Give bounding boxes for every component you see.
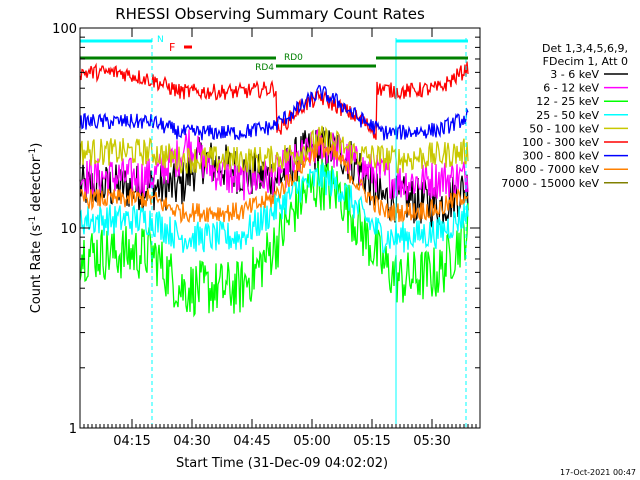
x-tick-label: 05:15 bbox=[353, 434, 390, 449]
series-line-4 bbox=[79, 125, 469, 174]
y-tick-label: 100 bbox=[52, 22, 77, 37]
y-axis-label-part: detector bbox=[29, 156, 44, 216]
footer-timestamp: 17-Oct-2021 00:47 bbox=[560, 468, 636, 477]
legend-entry-label: 800 - 7000 keV bbox=[515, 163, 599, 176]
series-layer bbox=[79, 61, 469, 318]
series-line-1 bbox=[79, 128, 469, 201]
x-tick-label: 05:00 bbox=[293, 434, 330, 449]
y-axis-label-part: ) bbox=[29, 143, 44, 148]
y-axis-label: Count Rate (s-1 detector-1) bbox=[28, 143, 44, 314]
rd4-label: RD4 bbox=[255, 63, 274, 73]
legend: Det 1,3,4,5,6,9, FDecim 1, Att 0 3 - 6 k… bbox=[501, 42, 628, 190]
legend-entry-label: 50 - 100 keV bbox=[529, 122, 599, 135]
series-line-3 bbox=[79, 162, 469, 254]
y-axis-label-exp: -1 bbox=[28, 216, 38, 225]
x-tick-label: 04:45 bbox=[233, 434, 270, 449]
series-line-7 bbox=[79, 136, 469, 225]
series-line-6 bbox=[79, 84, 469, 141]
series-line-2 bbox=[79, 158, 469, 318]
x-tick-label: 04:30 bbox=[173, 434, 210, 449]
night-label: N bbox=[157, 35, 164, 45]
legend-header-line: Det 1,3,4,5,6,9, bbox=[542, 42, 628, 55]
legend-entry-label: 6 - 12 keV bbox=[543, 82, 599, 95]
legend-entry-label: 300 - 800 keV bbox=[522, 150, 599, 163]
y-axis-label-exp: -1 bbox=[28, 148, 38, 157]
y-axis-label-part: Count Rate (s bbox=[29, 225, 44, 314]
legend-entry-label: 25 - 50 keV bbox=[536, 109, 599, 122]
legend-header-line: FDecim 1, Att 0 bbox=[543, 55, 628, 68]
legend-entry-label: 7000 - 15000 keV bbox=[501, 177, 599, 190]
chart-title: RHESSI Observing Summary Count Rates bbox=[115, 5, 425, 23]
legend-entry-label: 100 - 300 keV bbox=[522, 136, 599, 149]
axis-layer: 04:15 04:30 04:45 05:00 05:15 05:30 1 10 100 bbox=[52, 22, 480, 449]
x-axis-label: Start Time (31-Dec-09 04:02:02) bbox=[176, 456, 388, 471]
annotation-layer: NF RD4 RD0 bbox=[80, 35, 468, 428]
y-tick-label: 10 bbox=[60, 222, 77, 237]
legend-entry-label: 12 - 25 keV bbox=[536, 95, 599, 108]
y-tick-label: 1 bbox=[69, 422, 77, 437]
x-tick-label: 04:15 bbox=[113, 434, 150, 449]
series-line-5 bbox=[79, 61, 469, 140]
rd0-label: RD0 bbox=[284, 53, 303, 63]
legend-entry-label: 3 - 6 keV bbox=[550, 68, 599, 81]
x-tick-label: 05:30 bbox=[413, 434, 450, 449]
flare-label: F bbox=[169, 41, 175, 54]
